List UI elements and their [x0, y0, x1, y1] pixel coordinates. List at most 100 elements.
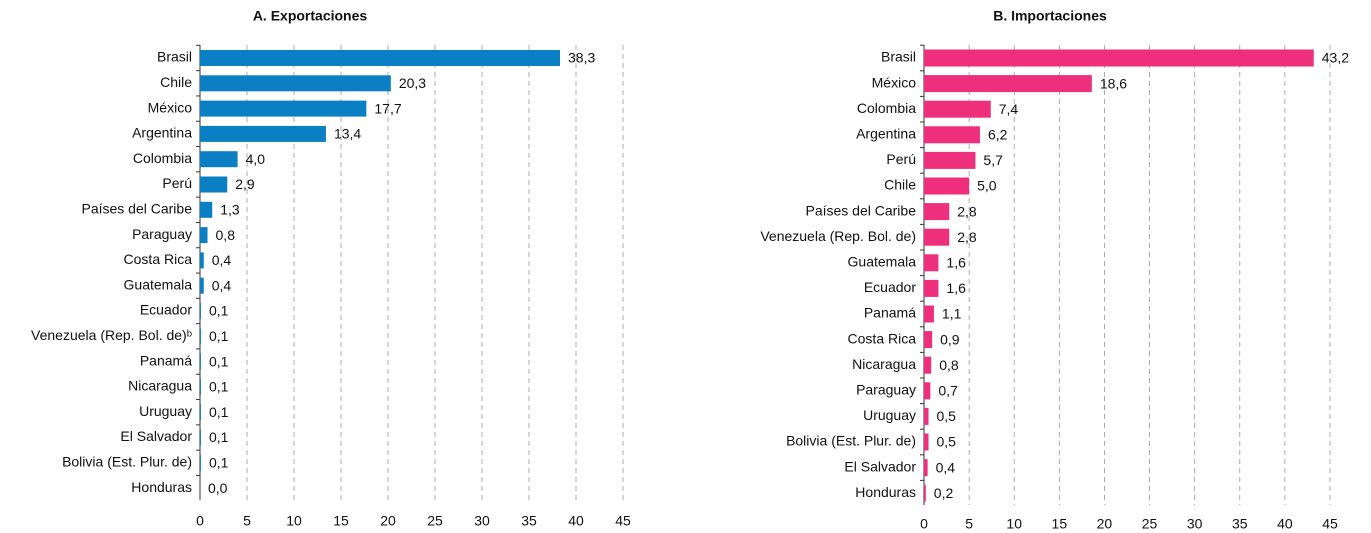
x-tick-label: 35 [521, 513, 537, 529]
bar [200, 201, 213, 218]
value-label: 0,7 [938, 383, 958, 399]
y-tick-label: Venezuela (Rep. Bol. de) [760, 228, 916, 244]
value-label: 0,1 [209, 303, 229, 319]
value-label: 0,5 [937, 408, 957, 424]
bar [200, 100, 367, 117]
y-tick-label: Panamá [864, 305, 916, 321]
y-tick-label: Uruguay [139, 403, 192, 419]
y-tick-label: Ecuador [140, 302, 192, 318]
x-tick-label: 45 [615, 513, 631, 529]
x-tick-label: 5 [965, 516, 973, 532]
bar [200, 429, 201, 446]
value-label: 43,2 [1322, 50, 1349, 66]
bar [924, 459, 928, 477]
bar [200, 454, 201, 471]
y-tick-label: Bolivia (Est. Plur. de) [786, 433, 916, 449]
bar [200, 353, 201, 370]
value-label: 4,0 [246, 151, 266, 167]
bar [200, 404, 201, 421]
x-tick-label: 20 [380, 513, 396, 529]
bar [924, 305, 934, 323]
value-label: 38,3 [568, 50, 595, 66]
bar [924, 331, 933, 349]
x-tick-label: 20 [1097, 516, 1113, 532]
bar [200, 227, 208, 244]
bar [924, 126, 980, 144]
y-tick-label: Perú [886, 151, 916, 167]
bar [924, 382, 931, 400]
value-label: 0,0 [208, 480, 228, 496]
bar [924, 279, 939, 297]
x-tick-label: 40 [568, 513, 584, 529]
y-tick-label: Ecuador [864, 279, 916, 295]
value-label: 20,3 [399, 75, 426, 91]
y-tick-label: Venezuela (Rep. Bol. de)ᵇ [31, 327, 192, 343]
y-tick-label: Brasil [881, 49, 916, 65]
x-tick-label: 40 [1277, 516, 1293, 532]
value-label: 0,1 [209, 429, 229, 445]
y-tick-label: México [148, 99, 193, 115]
x-tick-label: 10 [1006, 516, 1022, 532]
x-tick-label: 30 [1187, 516, 1203, 532]
bar [924, 100, 991, 118]
value-label: 1,6 [946, 255, 966, 271]
y-tick-label: Argentina [856, 126, 916, 142]
value-label: 0,1 [209, 455, 229, 471]
y-tick-label: Chile [160, 74, 192, 90]
y-tick-label: Honduras [855, 484, 916, 500]
y-tick-label: Chile [884, 177, 916, 193]
value-label: 17,7 [374, 100, 401, 116]
y-tick-label: Nicaragua [128, 378, 192, 394]
y-tick-label: Guatemala [124, 276, 193, 292]
value-label: 0,1 [209, 328, 229, 344]
value-label: 5,7 [983, 152, 1003, 168]
bar [924, 407, 929, 425]
value-label: 1,3 [220, 202, 240, 218]
bar [924, 356, 932, 374]
y-tick-label: El Salvador [844, 458, 916, 474]
bar [200, 50, 561, 66]
value-label: 0,1 [209, 379, 229, 395]
x-tick-label: 0 [920, 516, 928, 532]
y-tick-label: Paraguay [856, 382, 916, 398]
bar [200, 378, 201, 395]
bar [200, 176, 228, 193]
value-label: 2,8 [957, 203, 977, 219]
value-label: 2,9 [235, 176, 255, 192]
value-label: 0,8 [939, 357, 959, 373]
value-label: 18,6 [1100, 75, 1127, 91]
y-tick-label: Uruguay [863, 407, 916, 423]
bar [200, 303, 201, 319]
x-tick-label: 45 [1322, 516, 1338, 532]
y-tick-label: Costa Rica [848, 330, 917, 346]
bar [924, 203, 950, 221]
chart-title: B. Importaciones [993, 8, 1107, 24]
value-label: 1,6 [946, 280, 966, 296]
bar [924, 151, 976, 169]
bar [924, 228, 950, 246]
bar [924, 49, 1314, 67]
value-label: 2,8 [957, 229, 977, 245]
x-tick-label: 15 [333, 513, 349, 529]
x-tick-label: 0 [196, 513, 204, 529]
value-label: 0,2 [934, 485, 954, 501]
y-tick-label: Bolivia (Est. Plur. de) [62, 454, 192, 470]
y-tick-label: Países del Caribe [81, 201, 192, 217]
value-label: 0,9 [940, 331, 960, 347]
y-tick-label: Panamá [140, 352, 192, 368]
y-tick-label: Costa Rica [124, 251, 193, 267]
y-tick-label: Países del Caribe [805, 202, 916, 218]
x-tick-label: 35 [1232, 516, 1248, 532]
x-tick-label: 10 [286, 513, 302, 529]
value-label: 0,4 [212, 252, 232, 268]
y-tick-label: Argentina [132, 125, 192, 141]
value-label: 0,4 [212, 277, 232, 293]
bar [200, 328, 201, 345]
y-tick-label: Perú [162, 175, 192, 191]
y-tick-label: Colombia [133, 150, 192, 166]
y-tick-label: Brasil [157, 49, 192, 65]
x-tick-label: 15 [1052, 516, 1068, 532]
x-tick-label: 25 [427, 513, 443, 529]
